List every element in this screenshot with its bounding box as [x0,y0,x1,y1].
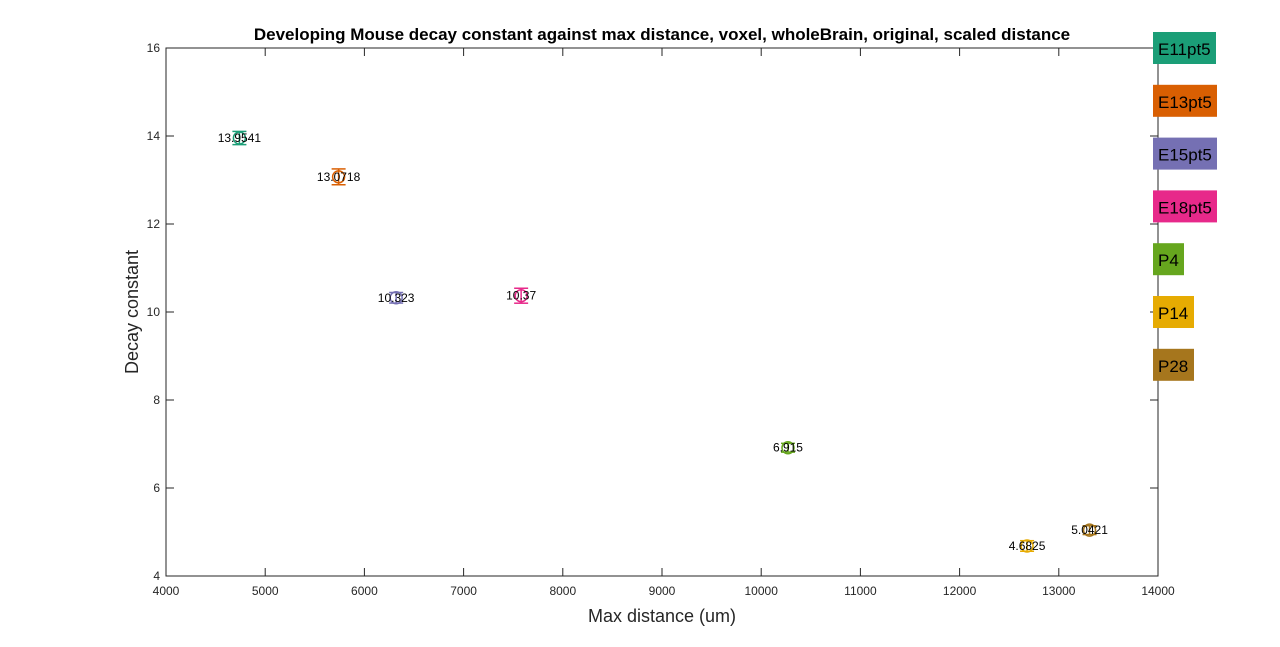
y-tick-label: 6 [153,481,160,495]
legend-swatch [1153,137,1217,170]
plot-area [165,47,1159,577]
legend-item-e11pt5[interactable]: E11pt5 [1153,32,1216,64]
legend[interactable]: E11pt5 E13pt5 E15pt5 E18pt5 P4 P14 P28 [1153,32,1217,381]
legend-item-e15pt5[interactable]: E15pt5 [1153,137,1217,170]
data-marker [389,291,403,305]
legend-item-e18pt5[interactable]: E18pt5 [1153,190,1217,223]
data-label: 13.0718 [317,170,361,184]
data-label: 10.37 [506,289,536,303]
point-e13pt5: 13.0718 [317,168,361,186]
x-axis-label: Max distance (um) [588,606,736,626]
legend-label: E13pt5 [1158,93,1212,112]
data-label: 6.915 [773,441,803,455]
x-axis: 4000 5000 6000 7000 8000 9000 10000 11000 12000 1… [153,48,1175,598]
chart-title: Developing Mouse decay constant against … [254,25,1070,44]
legend-item-e13pt5[interactable]: E13pt5 [1153,84,1217,117]
data-marker [1020,539,1034,553]
x-tick-label: 12000 [943,584,977,598]
x-tick-label: 8000 [549,584,576,598]
point-e11pt5: 13.9541 [218,130,262,146]
y-tick-label: 8 [153,393,160,407]
x-tick-label: 13000 [1042,584,1076,598]
point-p28: 5.0421 [1071,523,1108,537]
y-tick-label: 16 [147,41,161,55]
data-marker [232,131,247,145]
x-tick-label: 9000 [649,584,676,598]
data-marker [331,170,346,184]
point-p4: 6.915 [773,441,803,455]
data-label: 13.9541 [218,131,262,145]
x-tick-label: 6000 [351,584,378,598]
point-e18pt5: 10.37 [506,287,536,304]
legend-label: E11pt5 [1158,40,1211,59]
data-marker [781,440,795,455]
legend-label: E15pt5 [1158,146,1212,165]
y-tick-label: 12 [147,217,161,231]
point-e15pt5: 10.323 [378,291,415,305]
x-tick-label: 14000 [1141,584,1175,598]
data-label: 5.0421 [1071,523,1108,537]
y-tick-label: 10 [147,305,161,319]
x-tick-label: 7000 [450,584,477,598]
legend-swatch [1153,348,1194,381]
legend-label: E18pt5 [1158,198,1212,217]
x-tick-label: 4000 [153,584,180,598]
legend-item-p14[interactable]: P14 [1153,296,1194,328]
y-tick-label: 4 [153,569,160,583]
legend-swatch [1153,84,1217,117]
x-tick-label: 10000 [745,584,779,598]
legend-swatch [1153,243,1184,276]
data-points: 13.9541 13.0718 10.323 10.37 6.915 4.6825 5.04… [218,130,1108,553]
legend-item-p28[interactable]: P28 [1153,348,1194,381]
y-tick-label: 14 [147,129,161,143]
legend-label: P14 [1158,304,1188,323]
data-label: 10.323 [378,291,415,305]
x-tick-label: 5000 [252,584,279,598]
legend-swatch [1153,32,1216,64]
point-p14: 4.6825 [1009,539,1046,553]
legend-label: P28 [1158,357,1188,376]
y-axis-label: Decay constant [122,250,142,374]
data-marker [514,288,528,303]
x-tick-label: 11000 [844,584,877,598]
y-axis: 4 6 8 10 12 14 16 [147,41,1158,583]
legend-swatch [1153,190,1217,223]
legend-item-p4[interactable]: P4 [1153,243,1184,276]
data-label: 4.6825 [1009,539,1046,553]
legend-label: P4 [1158,251,1179,270]
data-marker [1082,523,1097,537]
legend-swatch [1153,296,1194,328]
